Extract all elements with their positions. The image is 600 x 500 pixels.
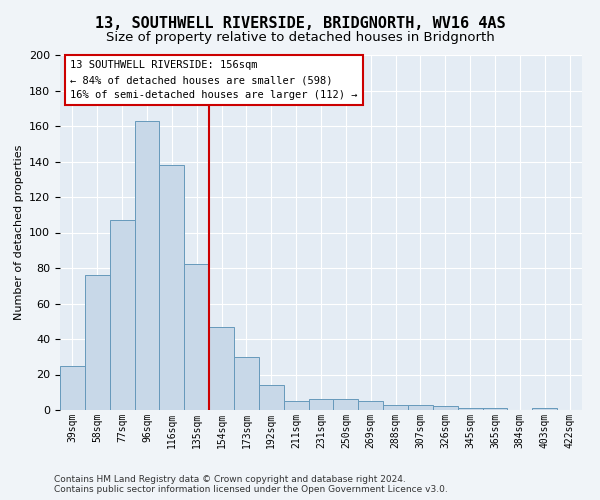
Bar (184, 264, 209, 410)
Bar (358, 401, 383, 410)
Bar (482, 408, 508, 410)
Text: Contains public sector information licensed under the Open Government Licence v3: Contains public sector information licen… (54, 484, 448, 494)
Bar (458, 408, 482, 410)
Bar (334, 400, 358, 410)
Bar (234, 357, 259, 410)
Text: 13 SOUTHWELL RIVERSIDE: 156sqm
← 84% of detached houses are smaller (598)
16% of: 13 SOUTHWELL RIVERSIDE: 156sqm ← 84% of … (70, 60, 358, 100)
Bar (383, 404, 408, 410)
Text: Contains HM Land Registry data © Crown copyright and database right 2024.: Contains HM Land Registry data © Crown c… (54, 475, 406, 484)
Bar (259, 385, 284, 410)
Bar (308, 400, 334, 410)
Bar (134, 120, 160, 410)
Text: 13, SOUTHWELL RIVERSIDE, BRIDGNORTH, WV16 4AS: 13, SOUTHWELL RIVERSIDE, BRIDGNORTH, WV1… (95, 16, 505, 31)
Bar (284, 401, 308, 410)
Y-axis label: Number of detached properties: Number of detached properties (14, 145, 23, 320)
Text: Size of property relative to detached houses in Bridgnorth: Size of property relative to detached ho… (106, 31, 494, 44)
Bar (85, 275, 110, 410)
Bar (532, 408, 557, 410)
Bar (160, 165, 184, 410)
Bar (408, 404, 433, 410)
Bar (60, 366, 85, 410)
Bar (433, 406, 458, 410)
Bar (110, 220, 134, 410)
Bar (209, 326, 234, 410)
